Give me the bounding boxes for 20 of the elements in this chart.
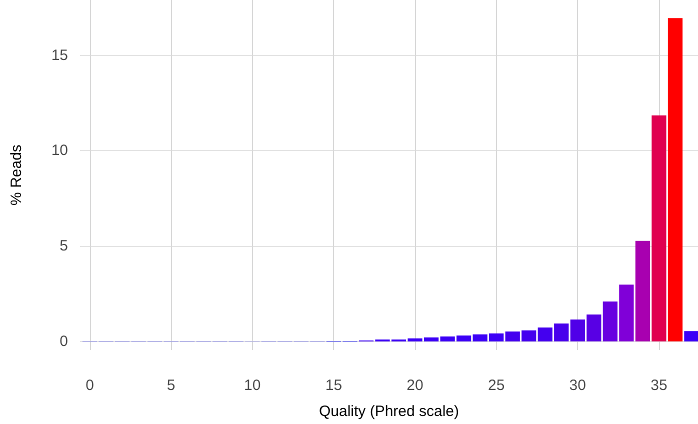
x-tick-label: 20 [406, 377, 424, 394]
x-tick-label: 30 [569, 377, 586, 394]
x-tick-label: 25 [488, 377, 505, 394]
x-tick-label: 15 [325, 377, 342, 394]
bar [652, 115, 666, 342]
x-axis-title: Quality (Phred scale) [318, 403, 460, 420]
x-tick-label: 0 [86, 377, 94, 394]
y-axis-title: % Reads [8, 144, 25, 206]
x-tick-label: 5 [166, 377, 176, 394]
bar [668, 18, 683, 342]
x-tick-label: 35 [650, 377, 668, 394]
y-tick-label: 0 [60, 332, 68, 350]
bar [684, 331, 698, 342]
x-tick-label: 10 [244, 377, 261, 394]
bar [619, 284, 634, 342]
bar [635, 240, 650, 342]
y-tick-label: 15 [51, 46, 68, 64]
y-tick-label: 10 [51, 142, 68, 160]
y-tick-label: 5 [60, 238, 68, 255]
bar [602, 302, 618, 342]
